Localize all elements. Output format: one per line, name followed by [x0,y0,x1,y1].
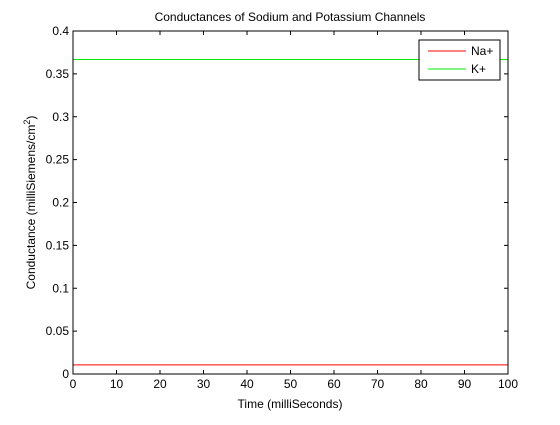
y-tick-label: 0.25 [46,153,70,167]
x-tick-label: 60 [327,377,341,391]
x-tick-label: 30 [197,377,211,391]
y-tick-label: 0.3 [52,110,69,124]
x-tick-label: 20 [153,377,167,391]
x-axis-label: Time (milliSeconds) [238,397,343,411]
x-axis-ticks: 0 10 20 30 40 50 60 70 80 90 100 [70,31,518,391]
y-axis-label-close: ) [24,116,38,120]
legend-box [418,39,501,81]
y-axis-label-superscript: 2 [22,120,32,125]
x-tick-label: 0 [70,377,77,391]
y-tick-label: 0.2 [52,196,69,210]
x-tick-label: 50 [284,377,298,391]
y-axis-label: Conductance (milliSiemens/cm2) [22,116,38,290]
y-tick-label: 0.35 [46,67,70,81]
x-tick-label: 10 [110,377,124,391]
x-tick-label: 100 [498,377,518,391]
y-tick-label: 0.05 [46,324,70,338]
x-tick-label: 80 [414,377,428,391]
y-axis-label-main: Conductance (milliSiemens/cm [24,125,38,290]
x-tick-label: 90 [458,377,472,391]
y-axis-ticks: 0 0.05 0.1 0.15 0.2 0.25 0.3 0.35 0.4 [46,24,508,381]
y-tick-label: 0 [62,367,69,381]
legend: Na+ K+ [418,39,501,81]
y-tick-label: 0.4 [52,24,69,38]
y-tick-label: 0.1 [52,281,69,295]
chart-title: Conductances of Sodium and Potassium Cha… [155,10,426,24]
legend-items: Na+ K+ [428,44,493,76]
x-tick-label: 70 [371,377,385,391]
legend-label-k: K+ [471,62,486,76]
y-tick-label: 0.15 [46,238,70,252]
plot-area [73,31,508,374]
x-tick-label: 40 [240,377,254,391]
plot-background [73,31,508,374]
legend-label-na: Na+ [471,44,493,58]
